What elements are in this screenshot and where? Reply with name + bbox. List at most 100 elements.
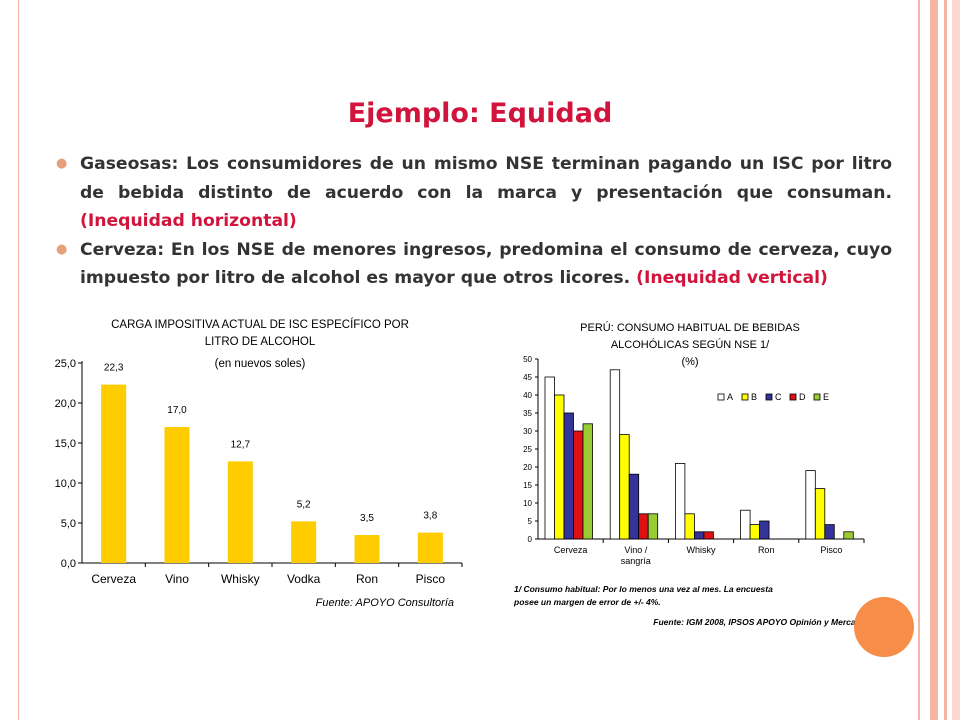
bar-e-0 [582, 423, 593, 540]
x-tick-label: Vino / [624, 545, 647, 555]
slide-frame-right-stripe [952, 0, 960, 720]
y-tick-label: 20,0 [55, 398, 76, 410]
bar-ron [354, 535, 380, 563]
bar-value-label: 17,0 [167, 405, 187, 416]
chart-note: posee un margen de error de +/- 4%. [513, 597, 661, 607]
y-tick-label: 30 [523, 427, 532, 436]
bullet-item-cerveza: ● Cerveza: En los NSE de menores ingreso… [56, 236, 892, 293]
y-tick-label: 35 [523, 409, 532, 418]
bullet-highlight: (Inequidad horizontal) [80, 211, 297, 231]
isc-tax-bar-chart: CARGA IMPOSITIVA ACTUAL DE ISC ESPECÍFIC… [55, 318, 463, 609]
y-tick-label: 0,0 [61, 558, 76, 570]
bar-value-label: 3,5 [360, 513, 374, 524]
bar-vodka [291, 521, 317, 563]
bar-c-4 [824, 524, 835, 540]
bar-vino [164, 427, 190, 563]
y-tick-label: 15 [523, 481, 532, 490]
y-tick-label: 0 [528, 535, 533, 544]
y-tick-label: 25 [523, 445, 532, 454]
chart-subtitle: (en nuevos soles) [215, 358, 306, 370]
chart-source: Fuente: APOYO Consultoría [316, 597, 454, 609]
bar-d-0 [573, 430, 584, 540]
bar-c-3 [759, 520, 770, 540]
bar-whisky [227, 461, 253, 563]
y-tick-label: 25,0 [55, 358, 76, 370]
legend-swatch [765, 393, 773, 401]
y-tick-label: 20 [523, 463, 532, 472]
y-tick-label: 40 [523, 391, 532, 400]
x-tick-label: Whisky [221, 572, 260, 586]
x-tick-label: Pisco [820, 545, 842, 555]
bar-d-1 [638, 513, 649, 540]
legend-swatch [717, 393, 725, 401]
bar-b-4 [814, 488, 826, 540]
legend-label: D [799, 392, 806, 402]
bar-value-label: 5,2 [297, 499, 311, 510]
alcohol-consumption-nse-chart: PERÚ: CONSUMO HABITUAL DE BEBIDAS ALCOHÓL… [513, 321, 866, 627]
y-tick-label: 5 [528, 517, 533, 526]
x-tick-label: Vino [165, 572, 189, 586]
slide-frame-right-stripe [918, 0, 920, 720]
x-tick-label: Cerveza [91, 572, 136, 586]
x-tick-label: Ron [356, 572, 378, 586]
bar-a-2 [674, 462, 686, 540]
x-tick-label: sangría [621, 556, 651, 566]
bar-value-label: 22,3 [104, 363, 124, 374]
bar-value-label: 12,7 [231, 439, 251, 450]
bar-a-4 [805, 470, 816, 540]
bullet-item-gaseosas: ● Gaseosas: Los consumidores de un mismo… [56, 150, 892, 236]
chart-source: Fuente: IGM 2008, IPSOS APOYO Opinión y … [653, 617, 866, 627]
bar-c-0 [563, 412, 574, 540]
y-tick-label: 5,0 [61, 518, 76, 530]
bar-b-0 [554, 394, 565, 540]
legend-label: E [823, 392, 829, 402]
chart-note: 1/ Consumo habitual: Por lo menos una ve… [514, 584, 773, 594]
bar-a-0 [544, 376, 555, 540]
legend-swatch [789, 393, 797, 401]
bar-cerveza [101, 384, 127, 563]
bar-b-3 [749, 524, 761, 540]
bar-b-1 [619, 434, 630, 540]
bar-value-label: 3,8 [423, 511, 437, 522]
chart-title: ALCOHÓLICAS SEGÚN NSE 1/ [611, 338, 770, 351]
x-tick-label: Whisky [687, 545, 716, 555]
bar-d-2 [703, 531, 714, 540]
y-tick-label: 10 [523, 499, 532, 508]
x-tick-label: Cerveza [554, 545, 588, 555]
bullet-list: ● Gaseosas: Los consumidores de un mismo… [56, 150, 892, 293]
chart-title: (%) [681, 356, 698, 368]
legend-label: C [775, 392, 782, 402]
legend-swatch [741, 393, 749, 401]
bullet-highlight: (Inequidad vertical) [636, 268, 828, 288]
x-tick-label: Ron [758, 545, 775, 555]
legend-swatch [813, 393, 821, 401]
bar-c-2 [693, 531, 705, 540]
slide-title: Ejemplo: Equidad [347, 98, 613, 129]
bar-e-1 [647, 513, 659, 540]
chart-title: CARGA IMPOSITIVA ACTUAL DE ISC ESPECÍFIC… [111, 318, 409, 331]
bullet-dot-icon: ● [56, 156, 68, 171]
bar-c-1 [628, 473, 640, 540]
y-tick-label: 45 [523, 373, 532, 382]
bar-a-1 [609, 369, 621, 540]
legend-label: B [751, 392, 757, 402]
bullet-text: Cerveza: En los NSE de menores ingresos,… [80, 239, 892, 289]
y-tick-label: 15,0 [55, 438, 76, 450]
bullet-dot-icon: ● [56, 241, 68, 257]
bar-a-3 [740, 509, 751, 540]
slide-frame-right-stripe [930, 0, 938, 720]
slide-frame-right-stripe [944, 0, 947, 720]
bullet-text: Gaseosas: Los consumidores de un mismo N… [80, 154, 892, 203]
x-tick-label: Vodka [287, 572, 321, 586]
decorative-orange-circle [854, 597, 914, 657]
legend-label: A [727, 392, 733, 402]
chart-title: LITRO DE ALCOHOL [205, 336, 316, 348]
x-tick-label: Pisco [416, 572, 446, 586]
bar-pisco [417, 532, 443, 563]
y-tick-label: 50 [523, 355, 532, 364]
bar-e-4 [843, 531, 854, 540]
chart-title: PERÚ: CONSUMO HABITUAL DE BEBIDAS [580, 321, 800, 334]
bar-b-2 [684, 513, 695, 540]
y-tick-label: 10,0 [55, 478, 76, 490]
slide-frame-left-line [18, 0, 19, 720]
